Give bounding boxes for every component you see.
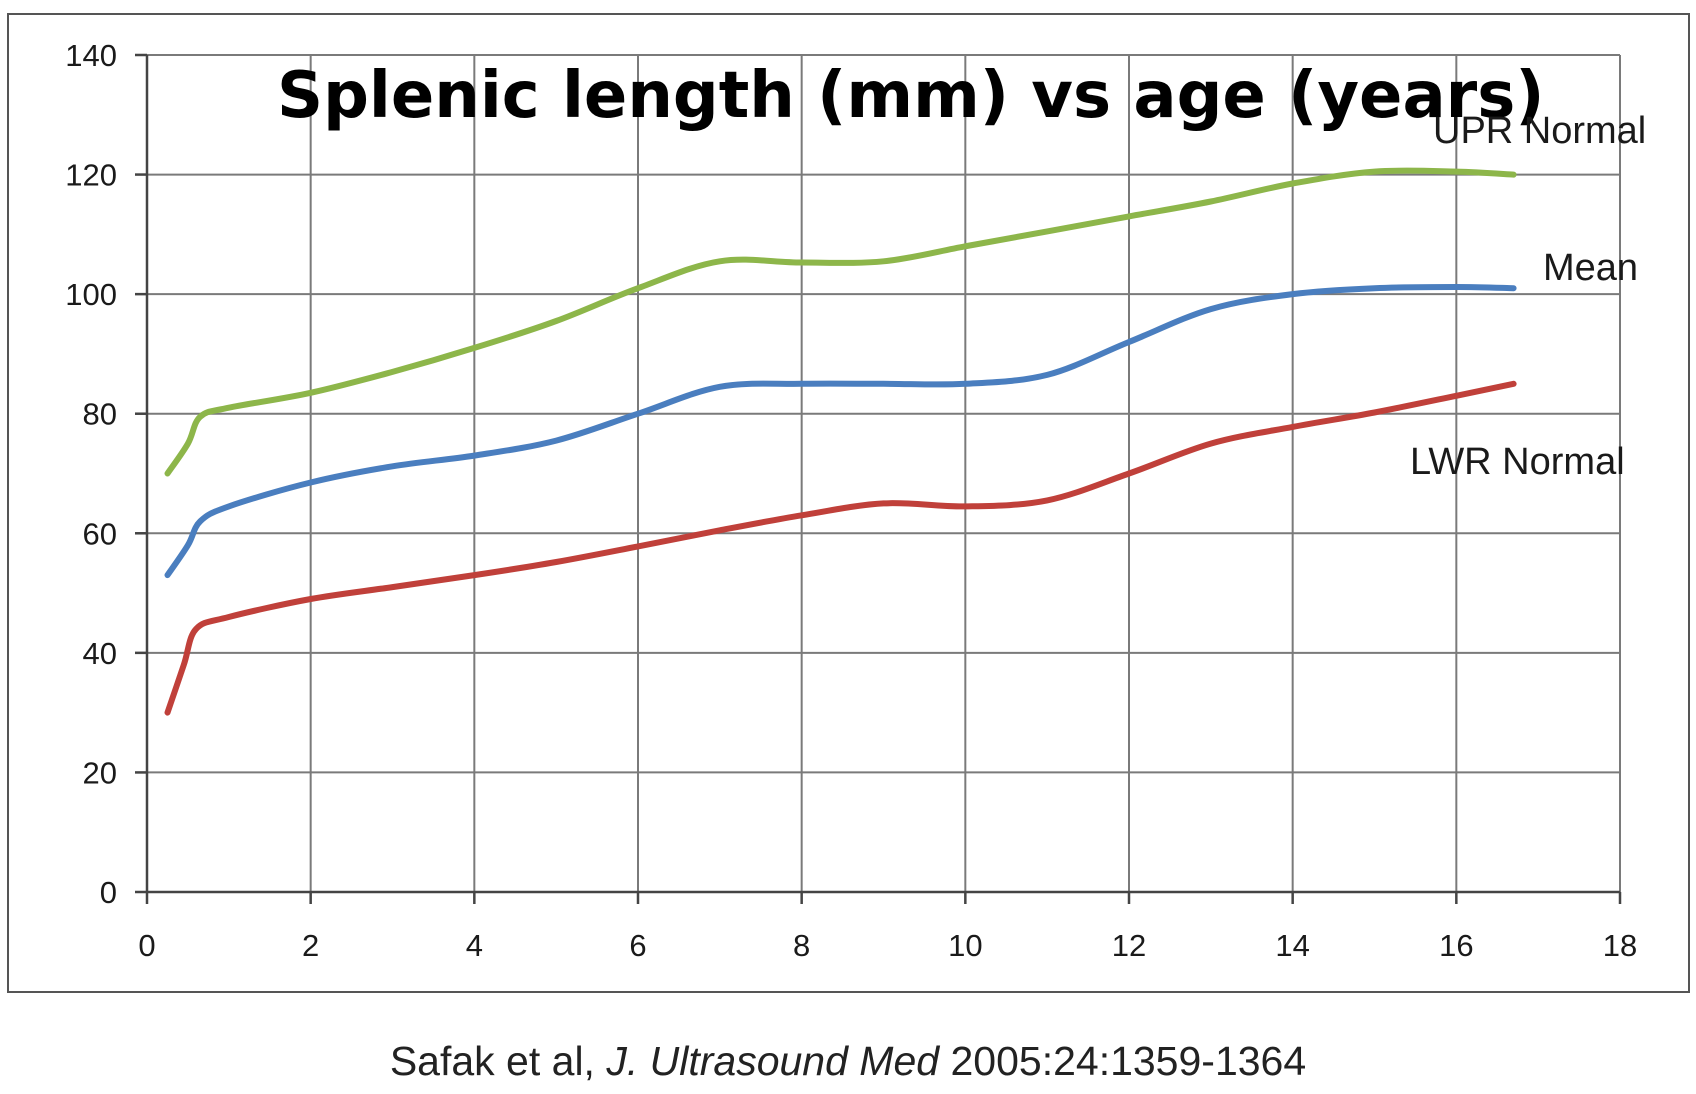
- x-tick-label-12: 12: [1112, 928, 1146, 963]
- y-tick-label-60: 60: [83, 516, 117, 551]
- y-tick-label-140: 140: [65, 38, 117, 73]
- x-tick-label-2: 2: [302, 928, 319, 963]
- x-tick-label-6: 6: [629, 928, 646, 963]
- x-tick-label-16: 16: [1439, 928, 1473, 963]
- line-chart: 0 20 40 60 80 100 120 140 0 2 4 6 8 10 12 14 16 18 Spleni…: [65, 38, 1646, 963]
- chart-title: Splenic length (mm) vs age (years): [277, 59, 1545, 133]
- label-lwr-normal: LWR Normal: [1410, 441, 1625, 483]
- x-tick-label-14: 14: [1275, 928, 1309, 963]
- y-tick-label-120: 120: [65, 158, 117, 193]
- x-tick-label-4: 4: [466, 928, 483, 963]
- y-tick-label-20: 20: [83, 755, 117, 790]
- citation-journal: J. Ultrasound Med: [606, 1038, 940, 1084]
- label-mean: Mean: [1543, 247, 1638, 289]
- citation: Safak et al, J. Ultrasound Med 2005:24:1…: [0, 1038, 1696, 1085]
- label-upr-normal: UPR Normal: [1433, 110, 1646, 152]
- x-tick-label-18: 18: [1603, 928, 1637, 963]
- series-line-upr-normal: [164, 167, 1517, 477]
- citation-authors: Safak et al,: [389, 1038, 595, 1084]
- x-tick-label-8: 8: [793, 928, 810, 963]
- axes: [135, 53, 1622, 904]
- grid: [147, 54, 1621, 892]
- x-tick-label-10: 10: [948, 928, 982, 963]
- citation-reference: 2005:24:1359-1364: [950, 1038, 1307, 1084]
- series-line-mean: [164, 284, 1517, 579]
- y-tick-label-100: 100: [65, 277, 117, 312]
- x-tick-label-0: 0: [138, 928, 155, 963]
- series-lines: [164, 167, 1517, 716]
- tick-labels: 0 20 40 60 80 100 120 140 0 2 4 6 8 10 12 14 16 18: [65, 38, 1637, 963]
- y-tick-label-40: 40: [83, 636, 117, 671]
- y-tick-label-80: 80: [83, 397, 117, 432]
- y-tick-label-0: 0: [100, 875, 117, 910]
- chart-frame: [7, 13, 1690, 993]
- series-line-lwr-normal: [164, 380, 1517, 716]
